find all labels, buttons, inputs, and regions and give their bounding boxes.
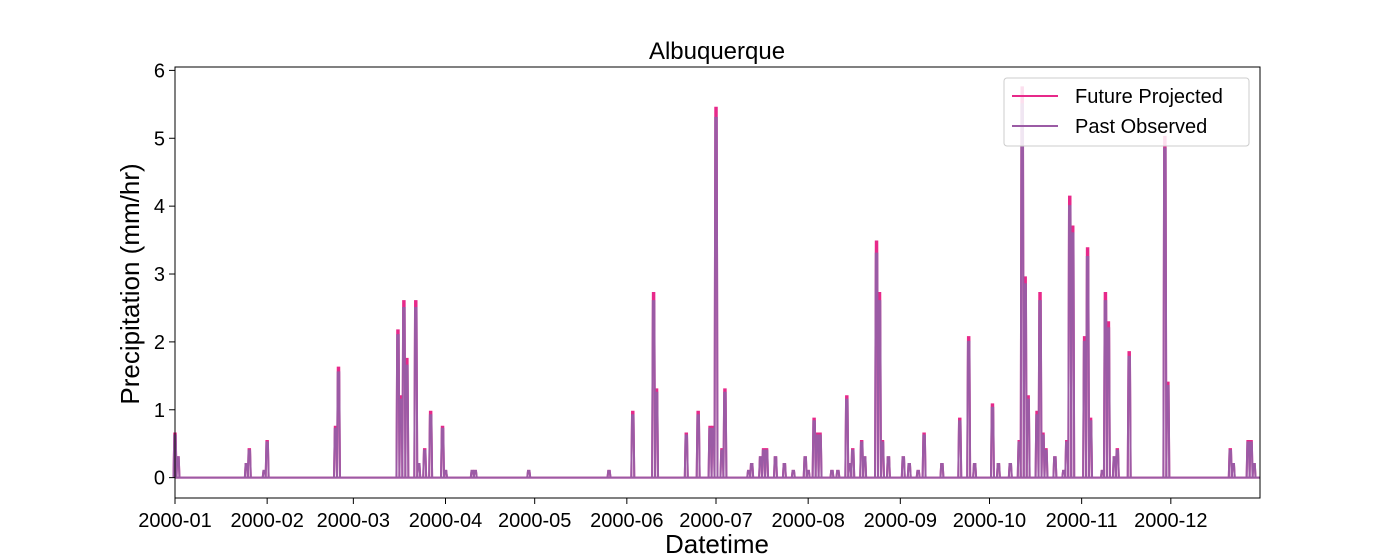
data-spike: [915, 469, 921, 478]
data-spike: [1025, 398, 1031, 478]
data-spike: [651, 300, 657, 478]
data-spike: [422, 449, 428, 478]
data-spike: [1007, 463, 1013, 478]
data-spike: [606, 469, 612, 478]
y-tick-label: 2: [154, 332, 165, 354]
data-spike: [835, 469, 841, 478]
data-spike: [790, 469, 796, 478]
data-spike: [1022, 283, 1028, 478]
data-spike: [440, 427, 446, 478]
data-spike: [850, 449, 856, 478]
x-tick-label: 2000-11: [1046, 510, 1118, 532]
y-tick-label: 4: [154, 196, 165, 218]
data-spike: [939, 463, 945, 478]
data-spike: [336, 371, 341, 478]
data-spike: [1088, 420, 1094, 478]
y-tick-label: 5: [154, 128, 165, 150]
data-spike: [802, 456, 808, 478]
data-spike: [764, 449, 770, 478]
data-spike: [859, 441, 865, 478]
data-spike: [1043, 449, 1049, 478]
data-spike: [175, 456, 181, 478]
data-spike: [749, 463, 755, 478]
x-tick-label: 2000-08: [771, 510, 844, 532]
data-spike: [1251, 463, 1257, 478]
x-tick-label: 2000-12: [1134, 510, 1207, 532]
data-spike: [1052, 456, 1058, 478]
data-spike: [472, 469, 478, 478]
axes: 2000-01 2000-02 2000-03 2000-04 2000-05 2000-…: [138, 60, 1261, 532]
x-tick-label: 2000-06: [590, 510, 663, 532]
y-tick-label: 1: [154, 400, 165, 422]
legend: Future Projected Past Observed: [1003, 77, 1250, 147]
data-spike: [722, 391, 728, 478]
x-tick-label: 2000-07: [679, 510, 752, 532]
data-spike: [416, 463, 422, 478]
data-spike: [829, 469, 835, 478]
data-spike: [413, 306, 419, 478]
data-spike: [526, 469, 532, 478]
plot-area: [172, 86, 1260, 479]
y-tick-label: 3: [154, 264, 165, 286]
data-spike: [1037, 300, 1043, 478]
data-spike: [1070, 232, 1076, 478]
data-spike: [906, 463, 912, 478]
x-tick-label: 2000-01: [138, 510, 211, 532]
plot-frame: [174, 66, 1261, 499]
chart-title: Albuquerque: [649, 38, 785, 65]
data-spike: [1114, 449, 1120, 478]
data-spike: [844, 398, 850, 478]
data-spike: [1085, 256, 1091, 478]
data-spike: [1230, 463, 1236, 478]
data-spike: [817, 434, 823, 478]
y-tick-label: 6: [154, 60, 165, 82]
data-spike: [781, 463, 787, 478]
data-spike: [683, 434, 689, 478]
data-spike: [428, 414, 434, 478]
legend-label-past-observed: Past Observed: [1075, 116, 1207, 138]
legend-box: [1003, 77, 1250, 147]
data-spike: [1248, 441, 1254, 478]
data-spike: [630, 414, 636, 478]
data-spike: [989, 406, 995, 478]
data-spike: [900, 456, 906, 478]
data-spike: [395, 334, 401, 478]
x-axis-title: Datetime: [665, 529, 769, 559]
y-axis-title: Precipitation (mm/hr): [115, 163, 145, 404]
data-spike: [264, 441, 270, 478]
x-tick-label: 2000-05: [498, 510, 571, 532]
data-spike: [862, 456, 868, 478]
data-spike: [1126, 355, 1132, 478]
y-tick-label: 0: [154, 468, 165, 490]
series-past-observed: [172, 103, 1260, 479]
data-spike: [1165, 385, 1171, 478]
data-spike: [885, 456, 891, 478]
data-spike: [1105, 327, 1111, 478]
data-spike: [995, 463, 1001, 478]
data-spike: [654, 391, 660, 478]
x-tick-label: 2000-02: [230, 510, 303, 532]
data-spike: [1162, 147, 1168, 478]
data-spike: [957, 420, 963, 478]
data-spike: [966, 340, 972, 478]
data-spike: [972, 463, 978, 478]
x-tick-label: 2000-09: [864, 510, 937, 532]
data-spike: [1227, 449, 1233, 478]
data-spike: [805, 469, 811, 478]
x-tick-label: 2000-10: [953, 510, 1026, 532]
data-spike: [246, 449, 252, 478]
data-spike: [877, 300, 882, 478]
data-spike: [772, 456, 778, 478]
x-tick-label: 2000-03: [317, 510, 390, 532]
data-spike: [404, 364, 410, 478]
data-spike: [713, 116, 719, 478]
data-spike: [695, 414, 701, 478]
legend-label-future-projected: Future Projected: [1075, 86, 1223, 108]
data-spike: [921, 434, 927, 478]
data-spike: [879, 441, 885, 478]
x-tick-label: 2000-04: [409, 510, 482, 532]
